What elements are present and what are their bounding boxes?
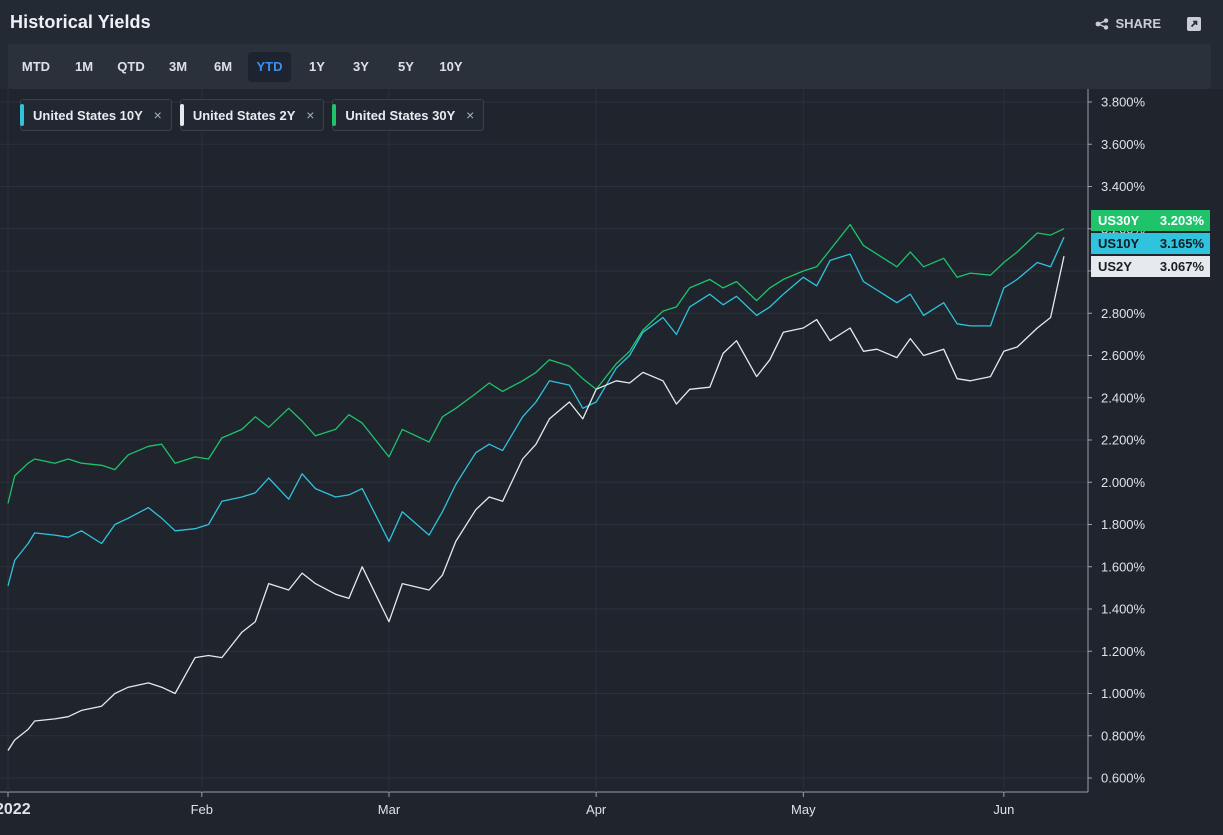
chart-legend: United States 10Y × United States 2Y × U…	[20, 99, 485, 131]
tag-value: 3.203%	[1159, 213, 1204, 228]
tag-value: 3.067%	[1159, 259, 1204, 274]
expand-button[interactable]	[1187, 17, 1201, 31]
tag-name: US30Y	[1098, 213, 1140, 228]
legend-swatch	[20, 104, 24, 126]
last-value-tag-us10y: US10Y 3.165%	[1091, 233, 1210, 254]
y-tick-label: 2.800%	[1101, 306, 1146, 321]
last-value-tag-us30y: US30Y 3.203%	[1091, 210, 1210, 231]
legend-item-us2y[interactable]: United States 2Y ×	[179, 99, 325, 131]
tag-name: US2Y	[1098, 259, 1132, 274]
x-tick-label: Mar	[378, 802, 401, 817]
legend-swatch	[179, 104, 184, 126]
x-tick-label: Apr	[586, 802, 607, 817]
y-tick-label: 1.000%	[1101, 686, 1146, 701]
legend-label: United States 30Y	[345, 107, 456, 123]
expand-icon	[1187, 17, 1201, 31]
y-tick-label: 3.800%	[1101, 95, 1146, 110]
series-line-united-states-30y	[7, 223, 1065, 504]
period-6m[interactable]: 6M	[213, 59, 233, 74]
y-tick-label: 3.600%	[1101, 137, 1146, 152]
series-line-united-states-10y	[7, 236, 1065, 586]
page-title: Historical Yields	[10, 12, 151, 32]
period-1m[interactable]: 1M	[74, 59, 94, 74]
share-button[interactable]: SHARE	[1095, 16, 1161, 31]
legend-swatch	[332, 104, 337, 126]
y-tick-label: 2.000%	[1101, 475, 1146, 490]
y-tick-label: 1.600%	[1101, 559, 1146, 574]
series-line-united-states-2y	[7, 256, 1065, 751]
close-icon[interactable]: ×	[466, 107, 475, 123]
share-icon	[1095, 17, 1109, 30]
chart-area: 0.600% 0.800% 1.000% 1.200% 1.400% 1.600% 1.80…	[0, 89, 1223, 835]
close-icon[interactable]: ×	[153, 107, 162, 123]
legend-label: United States 10Y	[33, 107, 143, 123]
x-tick-label: May	[791, 802, 816, 817]
period-3m[interactable]: 3M	[168, 59, 188, 74]
y-tick-label: 2.200%	[1101, 433, 1146, 448]
period-ytd[interactable]: YTD	[248, 52, 291, 82]
close-icon[interactable]: ×	[306, 107, 315, 123]
y-tick-label: 1.400%	[1101, 602, 1146, 617]
last-value-tag-us2y: US2Y 3.067%	[1091, 256, 1210, 277]
y-tick-label: 1.200%	[1101, 644, 1146, 659]
period-1y[interactable]: 1Y	[309, 59, 325, 74]
tag-name: US10Y	[1098, 236, 1140, 251]
y-tick-label: 2.400%	[1101, 390, 1146, 405]
x-tick-label: Jun	[993, 802, 1014, 817]
y-tick-label: 0.600%	[1101, 771, 1146, 786]
period-qtd[interactable]: QTD	[117, 59, 145, 74]
period-toolbar: MTD 1M QTD 3M 6M YTD 1Y 3Y 5Y 10Y	[8, 44, 1211, 89]
period-10y[interactable]: 10Y	[439, 59, 463, 74]
legend-item-us10y[interactable]: United States 10Y ×	[20, 99, 172, 131]
header-bar: Historical Yields SHARE	[0, 0, 1223, 44]
x-tick-label: Feb	[191, 802, 213, 817]
tag-value: 3.165%	[1159, 236, 1204, 251]
legend-label: United States 2Y	[192, 107, 296, 123]
y-tick-label: 0.800%	[1101, 728, 1146, 743]
y-tick-label: 3.400%	[1101, 179, 1146, 194]
y-tick-label: 2.600%	[1101, 348, 1146, 363]
yield-chart: 0.600% 0.800% 1.000% 1.200% 1.400% 1.600% 1.80…	[0, 89, 1146, 818]
y-tick-label: 1.800%	[1101, 517, 1146, 532]
legend-item-us30y[interactable]: United States 30Y ×	[332, 99, 485, 131]
period-3y[interactable]: 3Y	[353, 59, 369, 74]
period-5y[interactable]: 5Y	[398, 59, 414, 74]
period-mtd[interactable]: MTD	[21, 59, 51, 74]
x-tick-label: 2022	[0, 801, 31, 818]
share-label: SHARE	[1115, 16, 1161, 31]
